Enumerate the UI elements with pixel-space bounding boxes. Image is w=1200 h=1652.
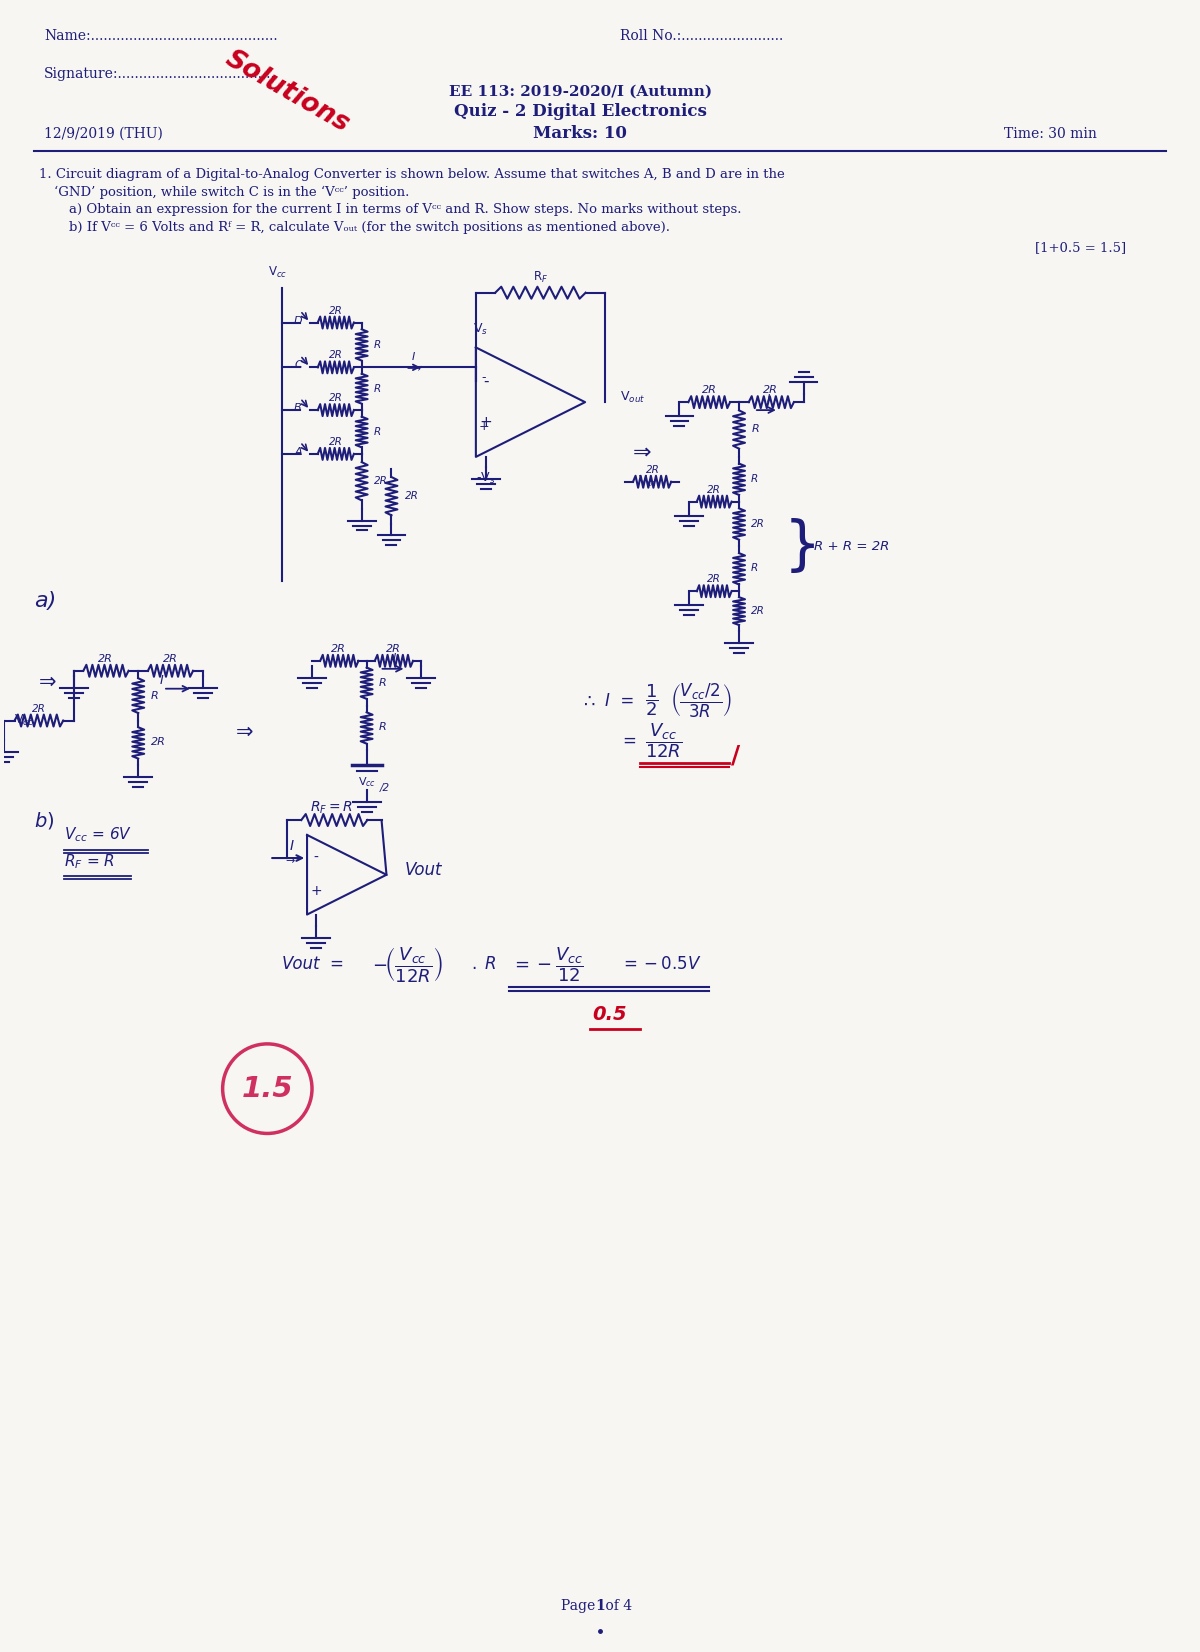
Text: V$_{cc}$: V$_{cc}$ [14, 714, 34, 729]
Text: a) Obtain an expression for the current I in terms of Vᶜᶜ and R. Show steps. No : a) Obtain an expression for the current … [68, 203, 742, 216]
Text: 2R: 2R [331, 644, 347, 654]
Text: I: I [767, 395, 770, 405]
Text: R: R [751, 474, 758, 484]
Text: $R_F = R$: $R_F = R$ [311, 800, 353, 816]
Text: -: - [313, 851, 318, 866]
Text: ‘GND’ position, while switch C is in the ‘Vᶜᶜ’ position.: ‘GND’ position, while switch C is in the… [54, 187, 409, 200]
Text: EE 113: 2019-2020/I (Autumn): EE 113: 2019-2020/I (Autumn) [449, 84, 712, 99]
Text: V$_{cc}$: V$_{cc}$ [268, 264, 287, 279]
Text: V$_s$: V$_s$ [473, 322, 488, 337]
Text: Solutions: Solutions [221, 46, 354, 137]
Text: R: R [373, 340, 380, 350]
Text: I: I [412, 352, 415, 362]
Text: +: + [310, 884, 322, 899]
Text: R: R [378, 722, 386, 732]
Text: 12/9/2019 (THU): 12/9/2019 (THU) [44, 127, 163, 140]
Text: $\dfrac{1}{2}$: $\dfrac{1}{2}$ [644, 682, 658, 719]
Text: R: R [373, 383, 380, 393]
Text: R: R [378, 677, 386, 687]
Text: +: + [479, 420, 490, 433]
Text: R: R [373, 426, 380, 438]
Text: $\Rightarrow$: $\Rightarrow$ [232, 720, 253, 740]
Text: 2R: 2R [151, 737, 166, 747]
Text: 0.5: 0.5 [593, 1004, 628, 1024]
Text: $\left(\dfrac{V_{cc}/2}{3R}\right)$: $\left(\dfrac{V_{cc}/2}{3R}\right)$ [670, 682, 731, 720]
Text: 2R: 2R [329, 393, 343, 403]
Text: $\rightarrow$: $\rightarrow$ [283, 856, 295, 866]
Text: C: C [294, 360, 302, 370]
Text: 1. Circuit diagram of a Digital-to-Analog Converter is shown below. Assume that : 1. Circuit diagram of a Digital-to-Analo… [38, 169, 785, 182]
Text: $= -0.5V$: $= -0.5V$ [620, 955, 702, 973]
Text: $\dfrac{V_{cc}}{12R}$: $\dfrac{V_{cc}}{12R}$ [644, 722, 682, 760]
Text: 2R: 2R [406, 491, 419, 501]
Text: R$_F$: R$_F$ [533, 271, 548, 286]
Text: Time: 30 min: Time: 30 min [1003, 127, 1097, 140]
Text: V$_{cc}$: V$_{cc}$ [358, 775, 376, 790]
Text: 1.5: 1.5 [241, 1075, 293, 1102]
Text: b) If Vᶜᶜ = 6 Volts and Rᶠ = R, calculate Vₒᵤₜ (for the switch positions as ment: b) If Vᶜᶜ = 6 Volts and Rᶠ = R, calculat… [68, 221, 670, 235]
Text: }: } [784, 519, 821, 575]
Text: ⟶: ⟶ [407, 365, 420, 375]
Text: =: = [622, 732, 636, 750]
Text: Page: Page [562, 1599, 600, 1612]
Text: A: A [294, 448, 301, 458]
Text: R + R = 2R: R + R = 2R [814, 540, 889, 553]
Text: Marks: 10: Marks: 10 [533, 126, 628, 142]
Text: 2R: 2R [329, 306, 343, 316]
Text: $\therefore$: $\therefore$ [580, 692, 596, 710]
Text: $R_F$ = R: $R_F$ = R [64, 852, 114, 871]
Text: Vout  =: Vout = [282, 955, 344, 973]
Text: I  =: I = [605, 692, 635, 710]
Text: Signature:.....................................: Signature:..............................… [44, 66, 276, 81]
Text: 2R: 2R [702, 385, 716, 395]
Text: 2R: 2R [32, 704, 46, 714]
Text: a): a) [34, 591, 56, 611]
Text: 2R: 2R [707, 484, 721, 494]
Text: 2R: 2R [162, 654, 178, 664]
Text: $-\!\left(\dfrac{V_{cc}}{12R}\right)$: $-\!\left(\dfrac{V_{cc}}{12R}\right)$ [372, 945, 443, 985]
Text: B: B [294, 403, 301, 413]
Text: 2R: 2R [763, 385, 779, 395]
Text: $.\; R$: $.\; R$ [470, 955, 496, 973]
Text: -V$_s$: -V$_s$ [476, 471, 496, 486]
Text: $V_{cc}$ = 6V: $V_{cc}$ = 6V [64, 826, 132, 844]
Text: R: R [151, 691, 158, 700]
Text: R: R [752, 425, 760, 434]
Text: Quiz - 2 Digital Electronics: Quiz - 2 Digital Electronics [454, 102, 707, 121]
Text: of 4: of 4 [601, 1599, 632, 1612]
Text: 1: 1 [595, 1599, 605, 1612]
Text: $\Rightarrow$: $\Rightarrow$ [628, 441, 652, 463]
Text: V$_{out}$: V$_{out}$ [620, 390, 646, 405]
Text: 2R: 2R [329, 436, 343, 448]
Text: Name:............................................: Name:...................................… [44, 30, 277, 43]
Text: +: + [480, 415, 492, 431]
Text: Vout: Vout [404, 861, 442, 879]
Text: 2R: 2R [751, 606, 764, 616]
Text: /2: /2 [379, 783, 390, 793]
Text: $= -\dfrac{V_{cc}}{12}$: $= -\dfrac{V_{cc}}{12}$ [511, 945, 583, 983]
Text: R: R [751, 563, 758, 573]
Text: $\Rightarrow$: $\Rightarrow$ [34, 671, 56, 691]
Text: 2R: 2R [751, 519, 764, 529]
Text: 2R: 2R [707, 575, 721, 585]
Text: 2R: 2R [386, 644, 401, 654]
Text: I: I [160, 674, 163, 687]
Text: /: / [731, 743, 740, 768]
Text: Roll No.:........................: Roll No.:........................ [620, 30, 784, 43]
Text: D: D [294, 316, 302, 325]
Text: 2R: 2R [98, 654, 113, 664]
Text: [1+0.5 = 1.5]: [1+0.5 = 1.5] [1036, 241, 1127, 254]
Text: -: - [481, 372, 486, 383]
Text: V$_{cc}$: V$_{cc}$ [638, 474, 658, 489]
Text: I: I [290, 839, 294, 852]
Text: 2R: 2R [329, 350, 343, 360]
Text: -: - [484, 373, 488, 388]
Text: I: I [392, 653, 396, 662]
Text: $b)$: $b)$ [34, 809, 54, 831]
Text: 2R: 2R [373, 476, 388, 486]
Text: 2R: 2R [646, 464, 660, 474]
